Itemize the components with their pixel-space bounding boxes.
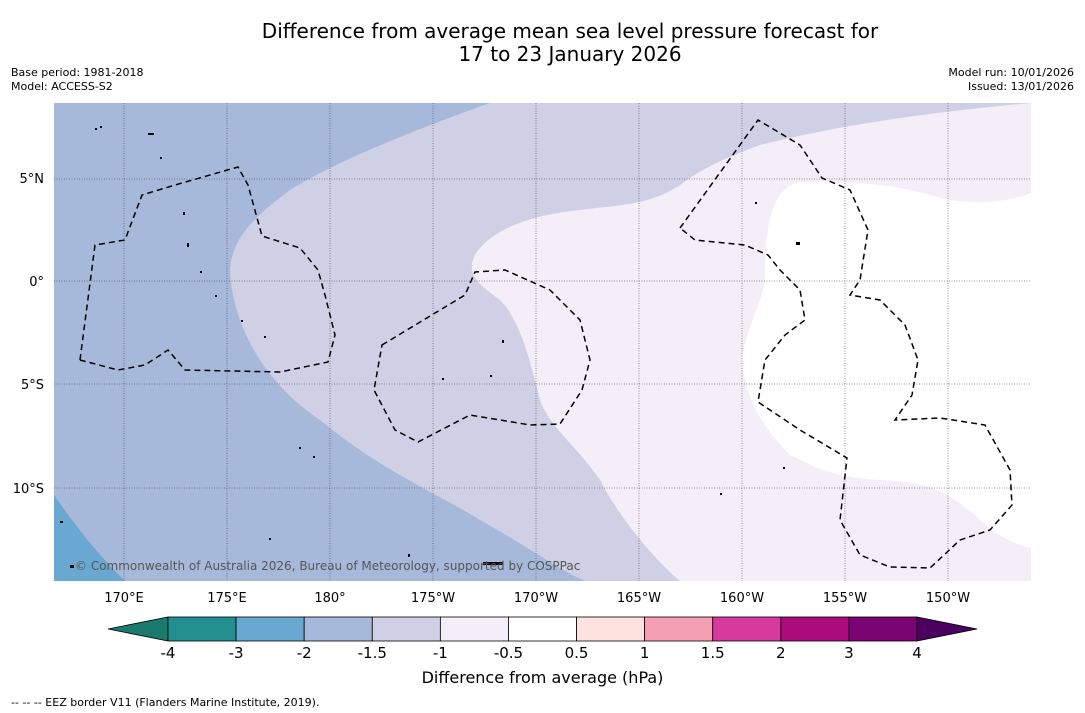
lon-label-175e: 175°E [207, 591, 247, 606]
colorbar-segment [848, 616, 918, 642]
colorbar-tick-label: -1 [433, 644, 448, 662]
lon-label-155w: 155°W [823, 591, 867, 606]
lon-label-175w: 175°W [411, 591, 455, 606]
lon-label-180: 180° [314, 591, 345, 606]
colorbar-tick-label: -3 [229, 644, 244, 662]
issued-date: Issued: 13/01/2026 [967, 80, 1074, 93]
colorbar-tick-label: 1 [640, 644, 650, 662]
islands [60, 126, 800, 568]
colorbar-tick-label: 1.5 [701, 644, 725, 662]
lat-label-0: 0° [29, 275, 44, 290]
model-name: Model: ACCESS-S2 [11, 80, 113, 93]
colorbar-segment [780, 616, 850, 642]
model-run: Model run: 10/01/2026 [948, 66, 1074, 79]
map-title: Difference from average mean sea level p… [0, 20, 1085, 66]
eez-borders [79, 119, 1013, 569]
lat-label-5n: 5°N [20, 172, 45, 187]
colorbar-tick-label: 3 [844, 644, 854, 662]
colorbar-segment [576, 616, 646, 642]
eez-legend-footnote: -- -- -- EEZ border V11 (Flanders Marine… [11, 696, 320, 709]
colorbar-tick-label: -1.5 [358, 644, 387, 662]
meta-right: Model run: 10/01/2026 Issued: 13/01/2026 [948, 66, 1074, 94]
anomaly-band-minus-0-5 [742, 181, 1031, 548]
eez-border-central [373, 269, 591, 443]
colorbar-segment [712, 616, 782, 642]
colorbar-segment [371, 616, 441, 642]
lon-label-150w: 150°W [926, 591, 970, 606]
graticule [54, 103, 1031, 581]
eez-border-kiribati-west [79, 166, 336, 373]
map-fill-layers [54, 103, 1031, 581]
title-line-2: 17 to 23 January 2026 [458, 42, 682, 66]
longitude-labels: 170°E 175°E 180° 175°W 170°W 165°W 160°W… [104, 591, 970, 606]
colorbar-tick-label: 4 [912, 644, 922, 662]
colorbar-extend-low [107, 616, 169, 642]
colorbar-segment [303, 616, 373, 642]
colorbar-segment [235, 616, 305, 642]
anomaly-band-minus-3 [54, 495, 125, 581]
eez-border-east [678, 119, 1013, 569]
colorbar-tick-label: -2 [297, 644, 312, 662]
lon-label-170e: 170°E [104, 591, 144, 606]
colorbar-segment [167, 616, 237, 642]
lat-label-5s: 5°S [21, 378, 44, 393]
colorbar-tick-label: -4 [161, 644, 176, 662]
title-line-1: Difference from average mean sea level p… [261, 19, 879, 43]
colorbar-tick-label: 2 [776, 644, 786, 662]
colorbar-title: Difference from average (hPa) [421, 668, 664, 687]
latitude-labels: 5°N 0° 5°S 10°S [13, 172, 44, 497]
colorbar-segment [508, 616, 577, 642]
colorbar-tick-label: -0.5 [494, 644, 523, 662]
copyright-text: © Commonwealth of Australia 2026, Bureau… [75, 559, 580, 573]
lat-label-10s: 10°S [13, 482, 44, 497]
base-period: Base period: 1981-2018 [11, 66, 144, 79]
lon-label-170w: 170°W [514, 591, 558, 606]
colorbar: -4 -3 -2 -1.5 -1 -0.5 0.5 1 1.5 2 3 4 [107, 616, 978, 662]
lon-label-165w: 165°W [617, 591, 661, 606]
lon-label-160w: 160°W [720, 591, 764, 606]
colorbar-segment [644, 616, 714, 642]
meta-left: Base period: 1981-2018 Model: ACCESS-S2 [11, 66, 143, 94]
colorbar-segment [439, 616, 509, 642]
colorbar-tick-label: 0.5 [565, 644, 589, 662]
colorbar-extend-high [916, 616, 978, 642]
